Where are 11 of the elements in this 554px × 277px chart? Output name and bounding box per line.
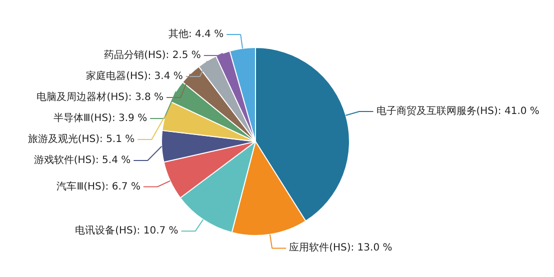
slice-label: 半导体Ⅲ(HS): 3.9 % — [53, 112, 148, 124]
slice-label: 汽车Ⅲ(HS): 6.7 % — [56, 180, 140, 192]
slice-label: 游戏软件(HS): 5.4 % — [34, 154, 131, 166]
slice-label: 应用软件(HS): 13.0 % — [289, 242, 392, 254]
slice-label: 药品分销(HS): 2.5 % — [104, 49, 201, 62]
slice-label: 家庭电器(HS): 3.4 % — [86, 70, 183, 82]
slice-label: 其他: 4.4 % — [168, 28, 224, 40]
slice-label: 电脑及周边器材(HS): 3.8 % — [36, 91, 164, 104]
slice-label: 电讯设备(HS): 10.7 % — [75, 224, 178, 237]
slice-label: 旅游及观光(HS): 5.1 % — [28, 133, 135, 146]
slice-label: 电子商贸及互联网服务(HS): 41.0 % — [376, 105, 540, 118]
